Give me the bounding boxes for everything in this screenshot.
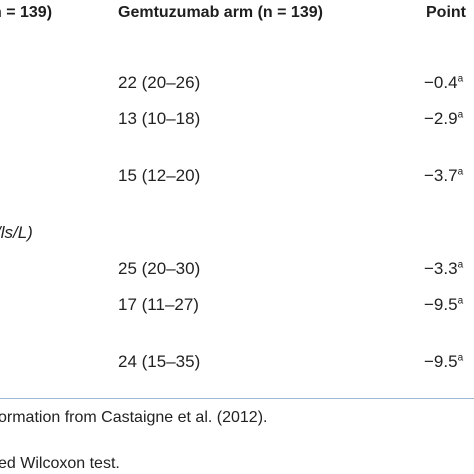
cell-gemtuzumab-r7: 24 (15–35)	[118, 352, 201, 371]
cell-gemtuzumab-r1: 22 (20–26)	[118, 73, 201, 92]
header-col-gemtuzumab: Gemtuzumab arm (n = 139)	[118, 4, 323, 21]
footnote-test: ed Wilcoxon test.	[0, 455, 120, 472]
cell-point-r1: −0.4a	[424, 73, 464, 92]
cell-gemtuzumab-r2: 13 (10–18)	[118, 109, 201, 128]
header-col-control: n = 139)	[0, 4, 53, 21]
cell-point-r7: −9.5a	[424, 352, 464, 371]
cell-gemtuzumab-r5: 25 (20–30)	[118, 259, 201, 278]
footnote-source: ormation from Castaigne et al. (2012).	[0, 409, 268, 426]
section-label-unit: /ls/L)	[0, 223, 33, 242]
footnote-marker: a	[457, 295, 464, 307]
footnote-marker: a	[457, 352, 464, 364]
footnote-marker: a	[457, 73, 464, 85]
footnote-marker: a	[457, 166, 464, 178]
cell-gemtuzumab-r6: 17 (11–27)	[118, 295, 199, 314]
table-header: n = 139) Gemtuzumab arm (n = 139) Point	[0, 0, 474, 28]
cell-point-r6: −9.5a	[424, 295, 464, 314]
cell-point-r5: −3.3a	[424, 259, 464, 278]
footnote-marker: a	[457, 109, 464, 121]
footnote-divider	[0, 398, 474, 399]
cell-point-r3: −3.7a	[424, 166, 464, 185]
footnote-marker: a	[457, 259, 464, 271]
cell-gemtuzumab-r3: 15 (12–20)	[118, 166, 201, 185]
cell-point-r2: −2.9a	[424, 109, 464, 128]
header-col-point: Point	[426, 4, 466, 21]
